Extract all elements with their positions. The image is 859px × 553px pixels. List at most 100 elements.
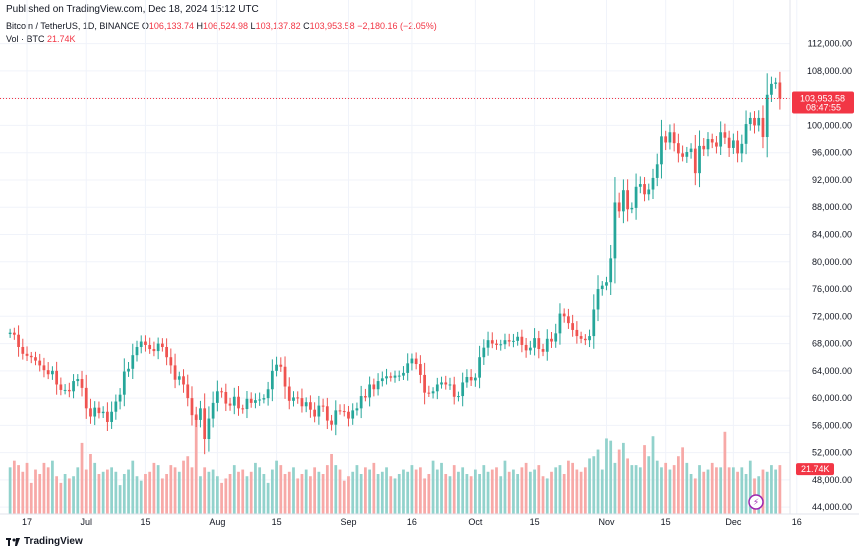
- volume-bar: [435, 469, 439, 514]
- x-tick-label: Sep: [340, 517, 356, 527]
- volume-bar: [507, 471, 511, 514]
- candle-body: [583, 338, 587, 341]
- candle-body: [558, 313, 562, 334]
- y-tick-label: 108,000.00: [807, 66, 852, 76]
- candle-body: [317, 405, 321, 417]
- volume-bar: [72, 476, 75, 514]
- x-tick-label: 15: [140, 517, 150, 527]
- volume-bar: [148, 471, 152, 514]
- volume-bar: [406, 471, 410, 514]
- candle-body: [689, 148, 693, 153]
- candle-body: [177, 376, 181, 380]
- volume-bar: [228, 474, 232, 514]
- candle-body: [46, 370, 50, 375]
- candle-body: [469, 376, 473, 381]
- candle-body: [389, 376, 393, 378]
- volume-bar: [338, 469, 342, 514]
- volume-bar: [444, 474, 448, 514]
- y-tick-label: 48,000.00: [812, 475, 852, 485]
- volume-bar: [770, 465, 773, 514]
- candle-body: [203, 408, 207, 440]
- candle-body: [220, 391, 223, 393]
- candle-body: [588, 336, 591, 341]
- volume-bar: [622, 442, 625, 514]
- volume-bar: [93, 462, 97, 514]
- volume-bar: [486, 471, 490, 514]
- candle-body: [393, 375, 397, 378]
- volume-bar: [165, 474, 168, 514]
- candle-body: [224, 391, 228, 404]
- candle-body: [710, 139, 714, 143]
- volume-bar: [55, 476, 59, 514]
- candle-body: [287, 386, 291, 401]
- volume-bar: [12, 460, 16, 514]
- candle-body: [486, 340, 490, 348]
- volume-bar: [651, 436, 655, 514]
- volume-bar: [347, 476, 350, 514]
- candle-body: [579, 336, 583, 339]
- volume-bar: [440, 462, 443, 514]
- candle-body: [431, 391, 435, 394]
- volume-bar: [275, 460, 278, 514]
- volume-bar: [190, 467, 194, 514]
- volume-bar: [410, 465, 414, 514]
- countdown-label: 08:47:55: [806, 102, 841, 112]
- candle-body: [279, 364, 283, 367]
- footer-logo[interactable]: TradingView: [6, 536, 83, 547]
- candle-body: [702, 145, 706, 150]
- volume-bar: [313, 467, 317, 514]
- volume-bar: [173, 467, 177, 514]
- volume-bar: [177, 471, 181, 514]
- candle-body: [359, 396, 363, 409]
- volume-bar: [21, 471, 25, 514]
- volume-bar: [380, 471, 384, 514]
- candle-body: [736, 140, 739, 154]
- y-tick-label: 112,000.00: [808, 39, 852, 49]
- candle-body: [740, 143, 744, 154]
- volume-bar: [292, 467, 295, 514]
- candle-body: [38, 360, 42, 366]
- candle-body: [630, 207, 634, 210]
- candle-body: [232, 396, 236, 406]
- high-label: H: [196, 21, 203, 31]
- candle-body: [512, 340, 515, 342]
- volume-bar: [706, 469, 710, 514]
- x-axis: 17 Jul 15 Aug 15 Sep 16 Oct 15 Nov 15 Dec 16: [22, 517, 802, 527]
- volume-bar: [448, 476, 452, 514]
- volume-bar: [34, 469, 37, 514]
- volume-bar: [698, 465, 701, 514]
- volume-bar: [300, 474, 304, 514]
- volume-bar: [321, 474, 325, 514]
- volume-bar: [689, 474, 693, 514]
- candle-body: [507, 340, 511, 342]
- volume-bar: [51, 460, 54, 514]
- candle-body: [182, 376, 185, 385]
- candle-body: [34, 357, 37, 361]
- volume-bar: [520, 467, 524, 514]
- volume-bar: [245, 476, 249, 514]
- volume-bar: [254, 462, 257, 514]
- volume-bar: [76, 467, 80, 514]
- volume-bar: [203, 467, 207, 514]
- change-value: −2,180.16 (−2.05%): [357, 21, 437, 31]
- lightning-icon[interactable]: ⚡: [748, 494, 764, 510]
- candle-body: [55, 370, 59, 385]
- candle-body: [461, 382, 465, 397]
- y-tick-label: 56,000.00: [812, 420, 852, 430]
- candle-body: [25, 353, 29, 356]
- candle-body: [380, 378, 384, 382]
- candle-body: [626, 190, 629, 210]
- volume-bar: [617, 449, 621, 514]
- y-axis: 44,000.00 48,000.00 52,000.00 56,000.00 60,0…: [807, 39, 852, 513]
- candle-body: [600, 285, 604, 290]
- candle-body: [774, 82, 778, 84]
- volume-bar: [139, 480, 143, 514]
- volume-bar: [237, 471, 240, 514]
- volume-bar: [309, 476, 312, 514]
- volume-bar: [647, 456, 651, 514]
- candle-body: [596, 289, 600, 310]
- candle-body: [664, 136, 668, 143]
- x-tick-label: Nov: [598, 517, 615, 527]
- volume-bar: [710, 462, 714, 514]
